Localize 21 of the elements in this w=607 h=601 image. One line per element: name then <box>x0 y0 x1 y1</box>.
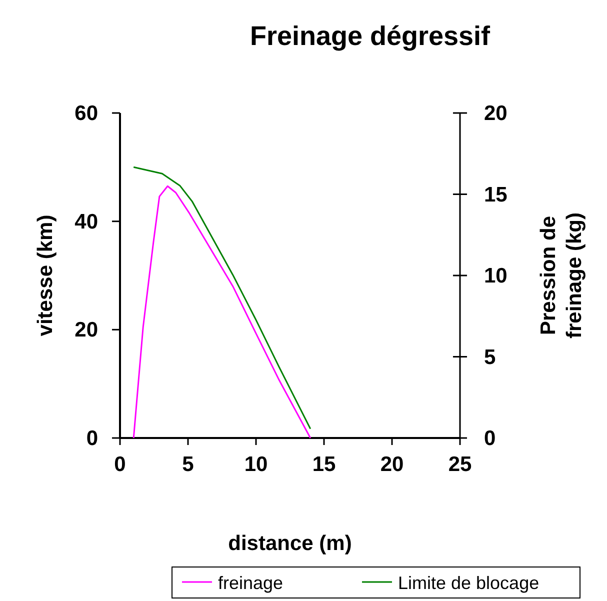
x-tick-label: 25 <box>448 453 472 476</box>
y-tick-label: 60 <box>74 102 98 125</box>
legend-label: Limite de blocage <box>398 573 540 593</box>
x-tick-label: 20 <box>380 453 404 476</box>
y-tick-label: 20 <box>74 318 98 342</box>
y2-tick-label: 5 <box>484 346 496 369</box>
y-tick-label: 40 <box>74 210 98 234</box>
x-tick-label: 5 <box>182 453 194 476</box>
y2-axis-title: Pression de freinage (kg) <box>537 212 586 339</box>
y2-tick-label: 15 <box>484 183 508 206</box>
y-axis-title: vitesse (km) <box>34 214 57 336</box>
x-tick-label: 15 <box>312 453 336 476</box>
x-tick-label: 10 <box>244 453 268 476</box>
y2-tick-label: 10 <box>484 264 508 288</box>
y-tick-label: 0 <box>86 427 98 450</box>
y2-tick-label: 20 <box>484 102 508 125</box>
y2-tick-label: 0 <box>484 427 496 450</box>
chart-title: Freinage dégressif <box>250 21 492 51</box>
x-tick-label: 0 <box>114 453 126 476</box>
x-axis-title: distance (m) <box>228 532 352 555</box>
legend-label: freinage <box>218 573 284 593</box>
